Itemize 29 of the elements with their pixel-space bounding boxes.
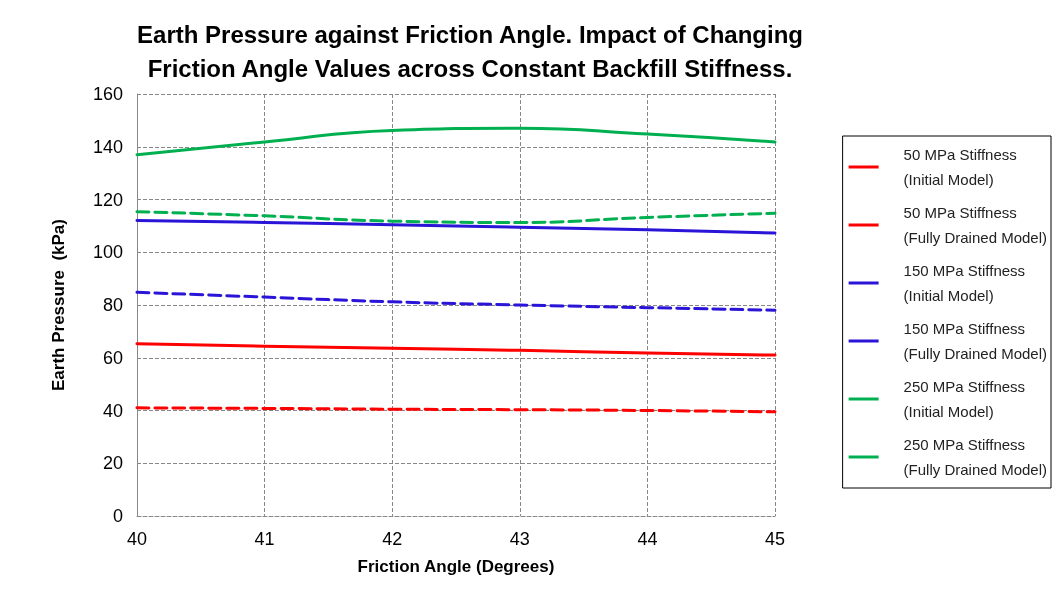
line-series [135,210,777,224]
legend-label: 150 MPa Stiffness (Initial Model) [903,262,1026,304]
x-tick-label: 40 [126,529,148,549]
legend-label: 50 MPa Stiffness (Fully Drained Model) [903,204,1048,246]
y-tick-label: 140 [92,136,123,157]
y-tick-label: 160 [92,84,123,104]
legend-label: 250 MPa Stiffness (Initial Model) [903,378,1026,420]
y-tick-label: 0 [112,506,123,526]
x-tick-label: 42 [382,529,403,549]
y-tick-label: 40 [102,400,123,421]
line-series [135,342,777,357]
x-axis-title: Friction Angle (Degrees) [357,557,555,576]
legend-label: 50 MPa Stiffness (Initial Model) [903,146,1017,188]
y-tick-label: 60 [102,347,123,368]
line-series [135,126,777,157]
y-axis-title: Earth Pressure (kPa) [49,219,68,391]
y-tick-label: 20 [102,453,123,474]
line-series [135,219,777,235]
x-tick-label: 41 [254,529,275,549]
x-tick-label: 44 [637,529,658,549]
x-tick-label: 45 [764,529,786,549]
y-tick-label: 100 [92,242,123,263]
x-tick-label: 43 [509,529,530,549]
legend-label: 150 MPa Stiffness (Fully Drained Model) [903,320,1048,362]
legend-label: 250 MPa Stiffness (Fully Drained Model) [903,436,1048,478]
line-series [135,290,777,312]
y-tick-label: 120 [92,189,123,210]
chart-title: Earth Pressure against Friction Angle. Impact of Changing Friction Angle Values across Constant Backfill Stiffness. [137,20,803,82]
y-tick-label: 80 [102,295,123,315]
